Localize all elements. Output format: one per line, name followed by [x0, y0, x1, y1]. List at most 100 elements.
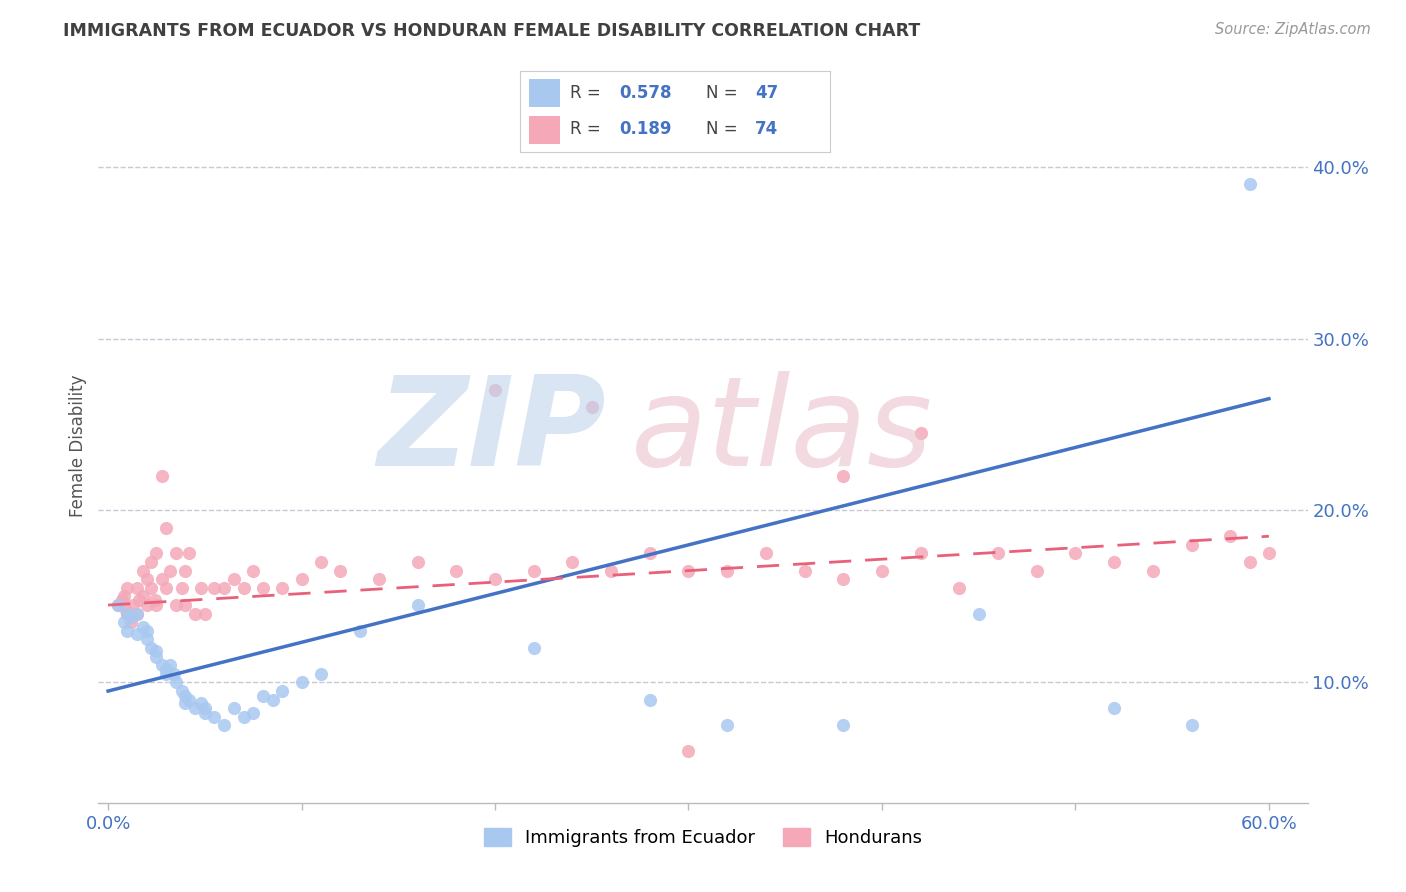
Point [290, 572, 312, 586]
Point [194, 607, 217, 621]
Point [190, 696, 212, 710]
Point [190, 581, 212, 595]
Point [368, 572, 391, 586]
Point [212, 718, 235, 732]
Point [143, 593, 166, 607]
Point [204, 710, 226, 724]
Point [127, 607, 149, 621]
Point [135, 632, 157, 647]
Point [135, 598, 157, 612]
Point [139, 581, 162, 595]
Point [349, 624, 371, 638]
Point [232, 710, 254, 724]
Point [987, 546, 1010, 560]
Point [145, 598, 167, 612]
Point [117, 624, 139, 638]
Point [120, 610, 142, 624]
Point [179, 692, 201, 706]
Point [329, 564, 352, 578]
FancyBboxPatch shape [530, 116, 561, 144]
Point [252, 581, 274, 595]
Point [174, 689, 197, 703]
Point [910, 426, 932, 441]
Point [638, 546, 661, 560]
Point [600, 564, 623, 578]
Point [222, 572, 245, 586]
Point [1257, 546, 1279, 560]
Point [1239, 555, 1261, 569]
Point [290, 675, 312, 690]
Text: ZIP: ZIP [378, 371, 606, 492]
Point [139, 641, 162, 656]
Point [135, 624, 157, 638]
Point [174, 564, 197, 578]
Point [127, 581, 149, 595]
Point [194, 706, 217, 721]
Point [132, 564, 155, 578]
Point [446, 564, 468, 578]
Point [242, 564, 264, 578]
Point [1064, 546, 1087, 560]
Point [406, 598, 429, 612]
Point [165, 675, 187, 690]
Point [150, 658, 173, 673]
Point [117, 581, 139, 595]
Text: 47: 47 [755, 84, 779, 102]
Point [107, 598, 129, 612]
Point [174, 696, 197, 710]
Point [232, 581, 254, 595]
Point [755, 546, 778, 560]
Point [716, 718, 738, 732]
Point [832, 718, 855, 732]
Point [194, 701, 217, 715]
Point [1102, 555, 1125, 569]
Point [132, 590, 155, 604]
Point [1102, 701, 1125, 715]
Point [832, 469, 855, 483]
Point [145, 644, 167, 658]
Point [678, 744, 700, 758]
Point [484, 383, 506, 397]
Point [484, 572, 506, 586]
Point [122, 598, 145, 612]
Point [139, 555, 162, 569]
Point [117, 607, 139, 621]
Point [128, 593, 150, 607]
Point [184, 607, 207, 621]
Text: 0.189: 0.189 [619, 120, 672, 138]
Point [678, 564, 700, 578]
Point [150, 469, 173, 483]
Text: R =: R = [569, 120, 600, 138]
Point [716, 564, 738, 578]
Point [132, 620, 155, 634]
Point [155, 521, 177, 535]
Point [170, 581, 193, 595]
Text: Source: ZipAtlas.com: Source: ZipAtlas.com [1215, 22, 1371, 37]
Point [948, 581, 970, 595]
Point [174, 598, 197, 612]
Point [163, 666, 186, 681]
Point [145, 546, 167, 560]
Point [793, 564, 815, 578]
Point [1025, 564, 1047, 578]
Point [170, 684, 193, 698]
Text: atlas: atlas [630, 371, 932, 492]
Text: R =: R = [569, 84, 600, 102]
Point [111, 593, 134, 607]
Point [112, 615, 135, 630]
Point [204, 581, 226, 595]
Point [1180, 538, 1202, 552]
Point [155, 662, 177, 676]
Point [262, 692, 284, 706]
Text: 74: 74 [755, 120, 779, 138]
Point [179, 546, 201, 560]
Point [155, 581, 177, 595]
Point [112, 590, 135, 604]
Point [159, 658, 181, 673]
Point [1219, 529, 1241, 543]
Point [184, 701, 207, 715]
Point [271, 581, 294, 595]
Point [252, 689, 274, 703]
Point [165, 546, 187, 560]
Point [406, 555, 429, 569]
